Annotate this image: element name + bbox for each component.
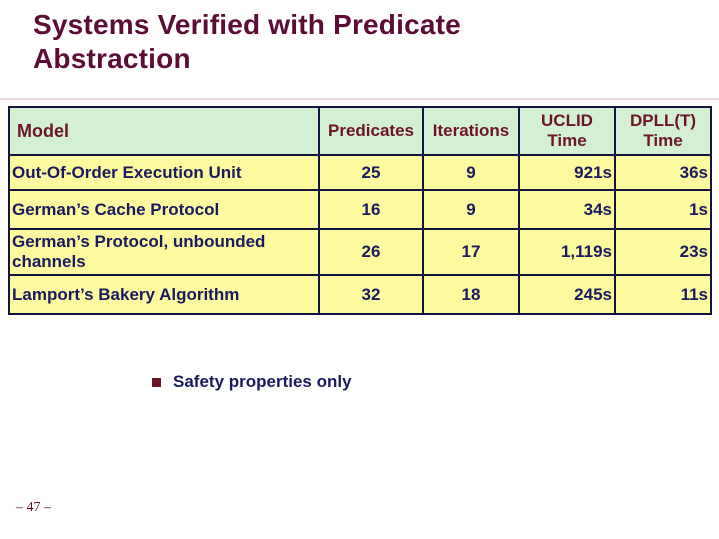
slide-title-line-1: Systems Verified with Predicate	[33, 9, 461, 40]
uclid-time-cell: 1,119s	[518, 228, 616, 276]
dpll-time-cell: 11s	[614, 274, 712, 315]
predicates-cell: 16	[318, 189, 424, 230]
uclid-header-line-2: Time	[547, 131, 587, 150]
dpll-time-cell: 23s	[614, 228, 712, 276]
title-divider-line	[0, 98, 719, 100]
model-name-cell: German’s Cache Protocol	[8, 189, 320, 230]
results-table: Model Predicates Iterations UCLID Time DP…	[8, 106, 712, 315]
dpll-header-line-2: Time	[643, 131, 683, 150]
bullet-item: Safety properties only	[152, 372, 352, 392]
model-name-cell: Out-Of-Order Execution Unit	[8, 154, 320, 191]
slide-title: Systems Verified with Predicate Abstract…	[33, 8, 673, 76]
slide-title-line-2: Abstraction	[33, 43, 191, 74]
table-row: German’s Cache Protocol 16 9 34s 1s	[8, 189, 712, 230]
square-bullet-icon	[152, 377, 161, 387]
table-header-row: Model Predicates Iterations UCLID Time DP…	[8, 106, 712, 156]
column-header-iterations: Iterations	[422, 106, 520, 156]
uclid-header-line-1: UCLID	[541, 111, 593, 130]
iterations-cell: 17	[422, 228, 520, 276]
table-row: Lamport’s Bakery Algorithm 32 18 245s 11…	[8, 274, 712, 315]
column-header-predicates: Predicates	[318, 106, 424, 156]
model-name-cell: Lamport’s Bakery Algorithm	[8, 274, 320, 315]
model-name-cell: German’s Protocol, unbounded channels	[8, 228, 320, 276]
page-number: – 47 –	[16, 500, 51, 515]
dpll-time-cell: 1s	[614, 189, 712, 230]
iterations-cell: 18	[422, 274, 520, 315]
column-header-model: Model	[8, 106, 320, 156]
uclid-time-cell: 245s	[518, 274, 616, 315]
dpll-header-line-1: DPLL(T)	[629, 111, 697, 130]
iterations-cell: 9	[422, 189, 520, 230]
uclid-time-cell: 921s	[518, 154, 616, 191]
uclid-time-cell: 34s	[518, 189, 616, 230]
column-header-uclid-time: UCLID Time	[518, 106, 616, 156]
column-header-dpll-time: DPLL(T) Time	[614, 106, 712, 156]
predicates-cell: 25	[318, 154, 424, 191]
bullet-text: Safety properties only	[173, 372, 352, 391]
predicates-cell: 32	[318, 274, 424, 315]
table-row: German’s Protocol, unbounded channels 26…	[8, 228, 712, 276]
table-row: Out-Of-Order Execution Unit 25 9 921s 36…	[8, 154, 712, 191]
dpll-time-cell: 36s	[614, 154, 712, 191]
predicates-cell: 26	[318, 228, 424, 276]
iterations-cell: 9	[422, 154, 520, 191]
